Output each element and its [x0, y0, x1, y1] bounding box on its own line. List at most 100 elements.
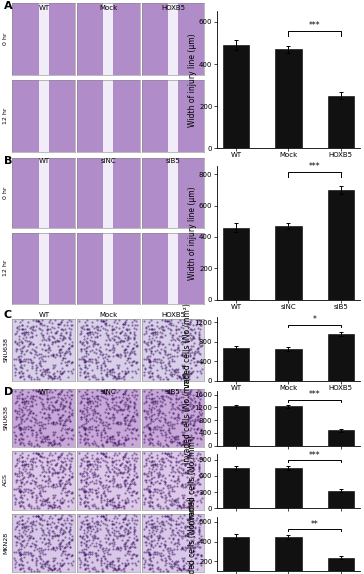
Point [281, 387, 287, 396]
Point [360, 103, 364, 112]
Point [301, 316, 306, 325]
Point [327, 155, 332, 164]
Point [212, 17, 218, 26]
Point [187, 285, 193, 294]
Bar [276, 49, 301, 148]
Point [325, 390, 331, 399]
Point [132, 347, 138, 356]
Point [294, 103, 300, 113]
Point [355, 187, 361, 196]
Point [339, 525, 344, 534]
Point [194, 79, 199, 88]
Point [229, 269, 235, 278]
Point [76, 227, 82, 236]
Point [112, 382, 118, 391]
Point [240, 422, 246, 431]
Point [284, 32, 290, 41]
Point [64, 491, 70, 501]
Point [340, 91, 346, 100]
Point [306, 141, 312, 150]
Point [328, 384, 334, 393]
Point [76, 226, 82, 235]
Point [276, 300, 281, 309]
Point [179, 382, 185, 391]
Point [327, 300, 333, 309]
Point [231, 180, 237, 189]
Text: D: D [4, 387, 13, 397]
Point [258, 143, 264, 152]
Point [176, 79, 182, 88]
Point [128, 40, 134, 49]
Point [87, 104, 93, 113]
Point [184, 436, 190, 445]
Bar [276, 349, 301, 381]
Point [195, 199, 201, 208]
Point [241, 165, 246, 174]
Point [204, 142, 210, 152]
Point [353, 6, 359, 15]
Point [256, 362, 262, 371]
Point [288, 162, 293, 172]
Point [347, 30, 353, 39]
Point [275, 340, 281, 350]
Point [84, 215, 90, 224]
Point [237, 229, 243, 238]
Point [260, 10, 266, 19]
Bar [223, 227, 249, 300]
Point [165, 121, 170, 130]
Point [159, 12, 165, 21]
Point [354, 33, 360, 42]
Point [188, 238, 194, 247]
Point [104, 185, 110, 195]
Point [122, 75, 128, 84]
Point [332, 397, 338, 406]
Point [246, 58, 252, 67]
Point [104, 123, 110, 132]
Point [193, 405, 199, 414]
Point [265, 166, 271, 176]
Point [182, 423, 188, 432]
Point [256, 487, 262, 497]
Point [127, 371, 133, 381]
Point [101, 112, 107, 121]
Point [112, 256, 118, 265]
Point [238, 210, 244, 219]
Point [108, 147, 114, 156]
Point [153, 132, 159, 141]
Point [205, 69, 211, 78]
Text: siB5: siB5 [166, 389, 181, 395]
Point [171, 252, 177, 261]
Point [231, 103, 237, 112]
Point [147, 463, 153, 472]
Point [281, 25, 286, 34]
Point [252, 121, 258, 130]
Point [104, 100, 110, 109]
Point [131, 72, 136, 82]
Point [310, 313, 316, 323]
Point [340, 238, 346, 247]
Point [292, 77, 298, 86]
Point [245, 46, 251, 56]
Point [346, 270, 352, 279]
Point [279, 219, 285, 228]
Point [335, 444, 341, 453]
Point [336, 387, 342, 397]
Point [289, 105, 295, 114]
Point [362, 214, 364, 223]
Point [269, 170, 275, 180]
Point [262, 363, 268, 372]
Point [220, 65, 226, 74]
Point [158, 170, 164, 180]
Point [76, 351, 82, 360]
Point [151, 95, 157, 104]
Point [217, 59, 222, 68]
Point [197, 347, 202, 356]
Point [60, 292, 66, 301]
Point [76, 289, 82, 298]
Point [204, 267, 210, 277]
Point [173, 210, 179, 219]
Point [360, 321, 364, 330]
Point [361, 15, 364, 25]
Point [351, 40, 356, 49]
Point [107, 355, 113, 364]
